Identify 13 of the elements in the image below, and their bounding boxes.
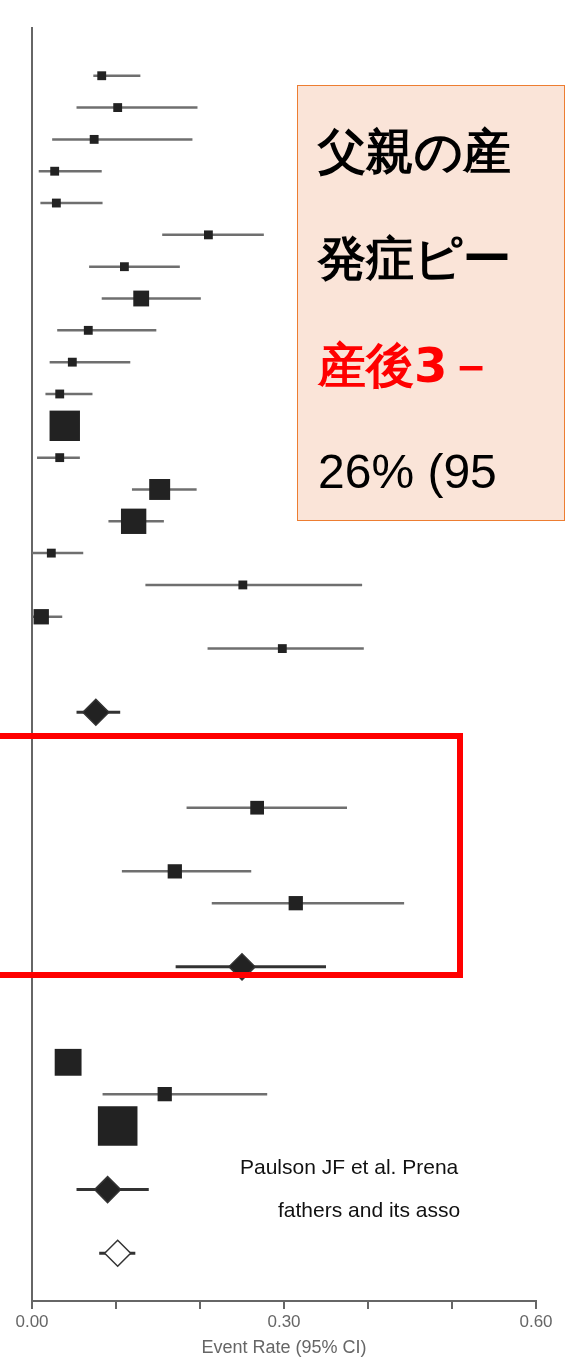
x-tick-label: 0.60 [519,1311,553,1331]
annotation: 26% (95 [318,444,497,500]
annotation: fathers and its asso [278,1198,461,1222]
point [93,1175,122,1204]
annotation: 産後3－ [318,336,496,395]
annotation: 父親の産 [318,122,511,181]
x-axis-title: Event Rate (95% CI) [201,1337,367,1358]
point [103,1239,132,1268]
annotation: 発症ピー [318,229,511,288]
x-tick-label: 0.00 [15,1311,49,1331]
x-tick-label: 0.30 [267,1311,301,1331]
point [82,698,110,726]
annotation: Paulson JF et al. Prena [240,1155,459,1179]
